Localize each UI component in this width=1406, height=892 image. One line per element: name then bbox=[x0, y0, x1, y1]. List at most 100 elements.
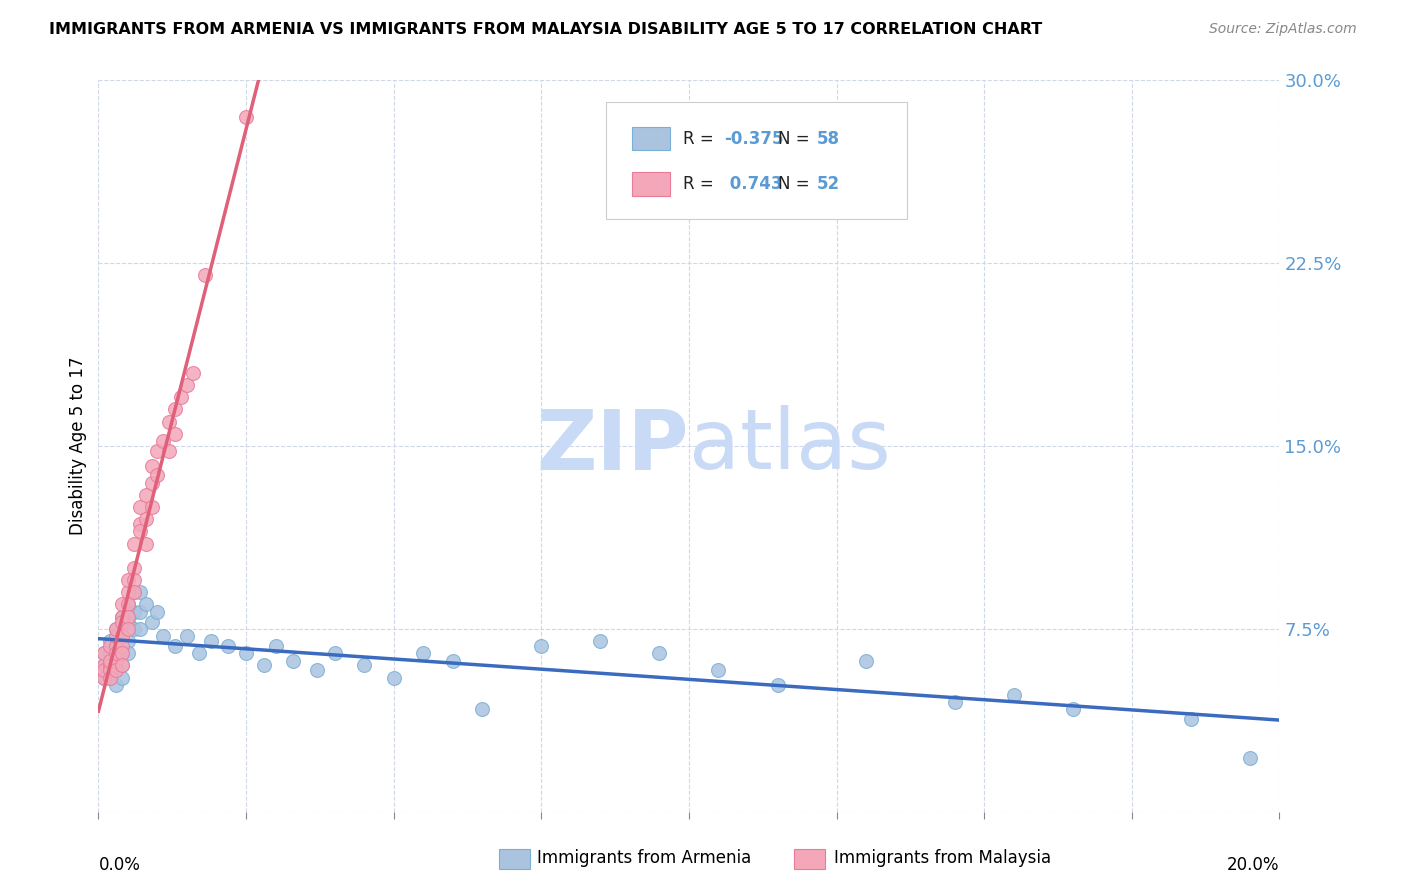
Text: -0.375: -0.375 bbox=[724, 130, 785, 148]
Point bbox=[98, 671, 121, 685]
Point bbox=[1002, 688, 1025, 702]
Point bbox=[117, 609, 139, 624]
Point bbox=[165, 402, 187, 417]
Point bbox=[235, 110, 257, 124]
Point bbox=[1180, 712, 1202, 726]
Point bbox=[105, 654, 128, 668]
Point bbox=[471, 702, 494, 716]
Point bbox=[943, 695, 966, 709]
Point bbox=[117, 585, 139, 599]
Point bbox=[122, 622, 145, 636]
Point bbox=[98, 639, 121, 653]
Text: ZIP: ZIP bbox=[537, 406, 689, 486]
Text: R =: R = bbox=[683, 175, 718, 194]
Point bbox=[111, 658, 134, 673]
Point bbox=[111, 629, 134, 643]
Point bbox=[141, 458, 163, 473]
Point bbox=[441, 654, 464, 668]
FancyBboxPatch shape bbox=[633, 172, 671, 196]
Text: 52: 52 bbox=[817, 175, 839, 194]
Point bbox=[128, 516, 150, 531]
Point bbox=[176, 378, 198, 392]
Point bbox=[1062, 702, 1084, 716]
Point bbox=[93, 658, 115, 673]
Text: atlas: atlas bbox=[689, 406, 890, 486]
Point bbox=[165, 426, 187, 441]
Point bbox=[141, 615, 163, 629]
Point bbox=[117, 598, 139, 612]
Point bbox=[117, 615, 139, 629]
Point bbox=[382, 671, 405, 685]
Text: R =: R = bbox=[683, 130, 718, 148]
Point bbox=[111, 658, 134, 673]
Point bbox=[412, 646, 434, 660]
Point bbox=[128, 500, 150, 514]
Point bbox=[253, 658, 276, 673]
Text: 58: 58 bbox=[817, 130, 839, 148]
Point bbox=[589, 634, 612, 648]
Point bbox=[111, 629, 134, 643]
Point bbox=[165, 639, 187, 653]
Point bbox=[105, 678, 128, 692]
Point bbox=[105, 646, 128, 660]
Point bbox=[135, 488, 157, 502]
Point bbox=[135, 598, 157, 612]
Point bbox=[181, 366, 204, 380]
Point bbox=[323, 646, 346, 660]
Text: 0.743: 0.743 bbox=[724, 175, 783, 194]
Point bbox=[128, 605, 150, 619]
Point bbox=[217, 639, 239, 653]
Text: Source: ZipAtlas.com: Source: ZipAtlas.com bbox=[1209, 22, 1357, 37]
Point bbox=[128, 524, 150, 539]
Point bbox=[98, 654, 121, 668]
Point bbox=[117, 646, 139, 660]
Point bbox=[105, 629, 128, 643]
FancyBboxPatch shape bbox=[633, 127, 671, 151]
Point bbox=[305, 663, 328, 677]
Text: IMMIGRANTS FROM ARMENIA VS IMMIGRANTS FROM MALAYSIA DISABILITY AGE 5 TO 17 CORRE: IMMIGRANTS FROM ARMENIA VS IMMIGRANTS FR… bbox=[49, 22, 1042, 37]
Text: N =: N = bbox=[778, 130, 814, 148]
Point bbox=[152, 434, 174, 449]
Point bbox=[98, 663, 121, 677]
Point bbox=[122, 585, 145, 599]
Point bbox=[117, 634, 139, 648]
Point bbox=[105, 639, 128, 653]
Point bbox=[111, 671, 134, 685]
Point bbox=[1239, 751, 1261, 765]
Point bbox=[111, 609, 134, 624]
Point bbox=[141, 475, 163, 490]
Point bbox=[111, 639, 134, 653]
Point bbox=[648, 646, 671, 660]
Point bbox=[146, 468, 169, 483]
Point bbox=[135, 536, 157, 550]
Point bbox=[93, 671, 115, 685]
Point bbox=[93, 663, 115, 677]
Point bbox=[93, 658, 115, 673]
Point bbox=[117, 598, 139, 612]
Point bbox=[98, 634, 121, 648]
Point bbox=[530, 639, 553, 653]
Point bbox=[93, 646, 115, 660]
Point bbox=[157, 443, 180, 458]
Point bbox=[122, 605, 145, 619]
Point bbox=[264, 639, 287, 653]
Point bbox=[170, 390, 193, 404]
Point bbox=[122, 573, 145, 587]
Point bbox=[200, 634, 222, 648]
Point bbox=[105, 663, 128, 677]
Point bbox=[146, 605, 169, 619]
Point bbox=[105, 639, 128, 653]
Text: 0.0%: 0.0% bbox=[98, 855, 141, 873]
Point bbox=[152, 629, 174, 643]
Point bbox=[141, 500, 163, 514]
Point bbox=[98, 671, 121, 685]
Point bbox=[111, 609, 134, 624]
Point bbox=[122, 536, 145, 550]
Text: 20.0%: 20.0% bbox=[1227, 855, 1279, 873]
Y-axis label: Disability Age 5 to 17: Disability Age 5 to 17 bbox=[69, 357, 87, 535]
Point bbox=[111, 615, 134, 629]
Point bbox=[855, 654, 877, 668]
Point bbox=[93, 646, 115, 660]
Point bbox=[105, 654, 128, 668]
Point bbox=[194, 268, 217, 283]
